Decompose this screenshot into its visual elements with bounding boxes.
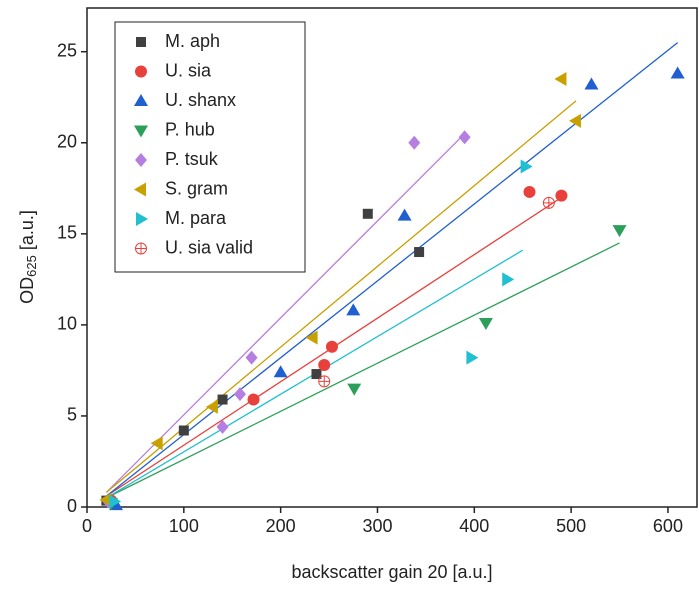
marker — [205, 399, 218, 414]
legend-label: M. aph — [165, 31, 220, 51]
fit-line — [105, 133, 466, 493]
x-tick-label: 500 — [556, 516, 586, 536]
y-tick-label: 15 — [57, 223, 77, 243]
marker — [458, 130, 471, 145]
marker — [247, 393, 260, 406]
marker — [136, 212, 148, 226]
marker — [542, 196, 555, 209]
legend-label: U. sia valid — [165, 237, 253, 257]
marker — [178, 425, 189, 436]
marker — [233, 387, 246, 402]
x-tick-label: 200 — [266, 516, 296, 536]
y-tick-label: 0 — [67, 496, 77, 516]
y-tick-label: 25 — [57, 40, 77, 60]
marker — [408, 135, 421, 150]
x-tick-label: 300 — [362, 516, 392, 536]
legend-label: M. para — [165, 208, 227, 228]
marker — [612, 225, 627, 238]
marker — [134, 125, 148, 138]
marker — [318, 375, 331, 388]
marker — [136, 37, 146, 47]
x-axis-label: backscatter gain 20 [a.u.] — [291, 562, 492, 582]
legend-label: S. gram — [165, 178, 228, 198]
x-tick-label: 0 — [82, 516, 92, 536]
marker — [670, 66, 685, 79]
marker-cross — [543, 197, 555, 209]
legend-box — [114, 21, 306, 273]
marker — [520, 159, 533, 174]
x-tick-label: 400 — [459, 516, 489, 536]
marker — [523, 185, 536, 198]
marker — [502, 272, 515, 287]
x-tick-label: 600 — [653, 516, 683, 536]
marker — [325, 340, 338, 353]
fit-line — [106, 242, 620, 499]
marker — [318, 358, 331, 371]
marker — [362, 208, 373, 219]
marker — [554, 72, 567, 87]
y-label-unit: [a.u.] — [17, 210, 37, 255]
y-tick-label: 5 — [67, 405, 77, 425]
fit-line — [105, 42, 679, 497]
marker — [216, 419, 229, 434]
marker — [347, 383, 362, 396]
marker — [466, 350, 479, 365]
legend-label: U. shanx — [165, 90, 236, 110]
marker — [414, 247, 425, 258]
marker — [99, 492, 112, 507]
plot-frame — [86, 7, 698, 508]
marker — [555, 189, 568, 202]
marker — [135, 153, 147, 167]
marker — [134, 182, 146, 197]
marker — [217, 394, 228, 405]
marker — [273, 365, 288, 378]
marker — [134, 94, 148, 106]
marker — [305, 330, 318, 345]
marker — [568, 113, 581, 128]
legend-label: U. sia — [165, 60, 212, 80]
y-label-sub: 625 — [24, 255, 39, 277]
marker — [109, 494, 122, 509]
marker — [150, 436, 163, 451]
y-tick-label: 10 — [57, 314, 77, 334]
marker — [346, 303, 361, 316]
marker-cross — [318, 375, 330, 387]
marker-cross — [135, 243, 147, 254]
y-label-main: OD — [17, 277, 37, 304]
marker — [135, 65, 147, 78]
legend-label: P. tsuk — [165, 149, 219, 169]
y-tick-label: 20 — [57, 132, 77, 152]
marker — [245, 350, 258, 365]
marker — [478, 318, 493, 331]
marker — [584, 77, 599, 90]
marker — [135, 242, 147, 255]
x-tick-label: 100 — [169, 516, 199, 536]
legend-label: P. hub — [165, 119, 215, 139]
y-axis-label: OD625 [a.u.] — [17, 210, 40, 304]
marker — [397, 208, 412, 221]
marker — [311, 369, 322, 380]
